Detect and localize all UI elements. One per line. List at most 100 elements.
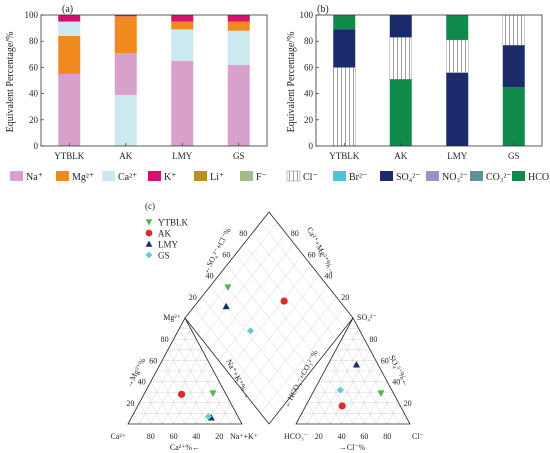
panel-a-bar-lmy-seg-4 bbox=[171, 29, 194, 61]
panel-b-ytick-label: 80 bbox=[304, 36, 314, 46]
panel-a-axes: YTBLK AK LMY GS 0 20 40 60 80 100 bbox=[25, 10, 268, 161]
grid-line bbox=[364, 381, 388, 425]
point-anion-ak bbox=[338, 402, 346, 410]
tick-cl: 60 bbox=[360, 432, 368, 441]
panel-c: (c) 20 20 20 20 20 20 40 40 40 40 40 40 60 60 60 60 60 60… bbox=[110, 201, 423, 452]
legend-label-0: Na⁺ bbox=[26, 172, 43, 183]
legend-swatch-1 bbox=[56, 171, 69, 181]
legend-label-ak: AK bbox=[158, 229, 171, 239]
grid-line bbox=[312, 392, 331, 425]
point-cation-ak bbox=[177, 390, 186, 398]
vertex-so4: SO₄²⁻ bbox=[357, 313, 377, 322]
panel-b-bar-ak-seg-4 bbox=[389, 15, 412, 38]
grid-line bbox=[318, 381, 342, 425]
panel-b-xtick-label: GS bbox=[508, 151, 520, 161]
grid-line bbox=[139, 402, 151, 425]
panel-b-bar-gs-seg-2 bbox=[502, 45, 525, 88]
legend-label-1: Mg²⁺ bbox=[72, 172, 94, 183]
legend-label-6: Cl⁻ bbox=[303, 172, 318, 183]
legend-swatch-9 bbox=[426, 171, 439, 181]
panel-b-ytick-label: 60 bbox=[304, 62, 314, 72]
vertex-hco3: HCO₃⁻ bbox=[284, 432, 308, 441]
panel-b-ylabel: Equivalent Percentage/% bbox=[286, 32, 297, 133]
panel-a-bar-ytblk-seg-3 bbox=[58, 35, 81, 74]
legend-label-9: NO₃²⁻ bbox=[442, 172, 468, 183]
panel-b-bars bbox=[333, 14, 525, 147]
panel-a-bar-ak-seg-3 bbox=[114, 16, 137, 53]
grid-line bbox=[387, 402, 399, 425]
tick-cl: 80 bbox=[383, 432, 391, 441]
cation-triangle bbox=[127, 317, 243, 425]
tick-ca: 60 bbox=[170, 432, 178, 441]
legend-label-4: Li⁺ bbox=[210, 172, 224, 183]
ion-legend: Na⁺ Mg²⁺ Ca²⁺ K⁺ Li⁺ F⁻ Cl⁻ Br²⁻ SO₄²⁻ NO₃²⁻ CO₃²⁻… bbox=[10, 170, 550, 183]
panel-b-bar-ak-seg-0 bbox=[389, 79, 412, 146]
tick-ca-mg: 40 bbox=[324, 272, 332, 281]
anion-triangle bbox=[295, 317, 411, 425]
point-cation-gs bbox=[204, 412, 212, 421]
grid-line bbox=[375, 392, 394, 425]
axis-label-cl: →Cl⁻% bbox=[339, 443, 366, 452]
panel-a-ytick-label: 100 bbox=[25, 10, 39, 20]
legend-marker-ytblk bbox=[145, 219, 153, 226]
tick-mg: 20 bbox=[126, 399, 134, 408]
grid-line bbox=[347, 328, 399, 425]
legend-label-2: Ca²⁺ bbox=[118, 172, 137, 183]
legend-swatch-10 bbox=[470, 171, 483, 181]
grid-line bbox=[243, 286, 328, 393]
grid-line bbox=[330, 349, 371, 425]
point-anion-lmy bbox=[352, 361, 361, 368]
panel-a-label: (a) bbox=[62, 4, 73, 15]
tick-mg: 60 bbox=[149, 356, 157, 365]
tick-ca: 40 bbox=[192, 432, 200, 441]
legend-label-ytblk: YTBLK bbox=[158, 218, 188, 228]
panel-a-bar-gs-seg-4 bbox=[227, 30, 250, 65]
legend-swatch-0 bbox=[10, 171, 23, 181]
legend-label-10: CO₃²⁻ bbox=[486, 172, 512, 183]
grid-line bbox=[156, 370, 186, 425]
grid-line bbox=[307, 402, 319, 425]
tick-so4-cl: 20 bbox=[189, 293, 197, 302]
panel-a-bar-ak-seg-6 bbox=[114, 15, 137, 17]
panel-b-bar-lmy-seg-5 bbox=[446, 15, 469, 40]
panel-a-xtick-label: AK bbox=[119, 151, 132, 161]
legend-label-gs: GS bbox=[158, 251, 170, 261]
legend-marker-ak bbox=[145, 229, 153, 237]
grid-line bbox=[230, 413, 237, 425]
grid-line bbox=[235, 254, 320, 361]
legend-swatch-6 bbox=[286, 170, 301, 182]
grid-line bbox=[179, 328, 231, 425]
panel-b-bar-gs-seg-3 bbox=[502, 14, 525, 46]
tick-so4: 20 bbox=[404, 399, 412, 408]
panel-a-ytick-label: 80 bbox=[29, 36, 39, 46]
tick-ca-mg: 60 bbox=[308, 250, 316, 259]
grid-line bbox=[139, 328, 191, 425]
point-diamond-ak bbox=[280, 297, 288, 305]
panel-a-bars bbox=[58, 15, 250, 146]
grid-line bbox=[252, 233, 337, 340]
point-anion-ytblk bbox=[377, 390, 385, 397]
grid-line bbox=[184, 370, 214, 425]
panel-a-bar-ytblk-seg-4 bbox=[58, 21, 81, 36]
tick-so4-cl: 60 bbox=[222, 250, 230, 259]
panel-a: (a) Equivalent Percentage/% YTBLK AK LMY GS… bbox=[5, 4, 268, 161]
grid-line bbox=[226, 264, 312, 372]
tick-cl: 40 bbox=[338, 432, 346, 441]
legend-swatch-4 bbox=[194, 171, 207, 181]
grid-line bbox=[144, 392, 163, 425]
legend-marker-lmy bbox=[145, 240, 153, 247]
piper-points bbox=[177, 284, 385, 421]
panel-a-ylabel: Equivalent Percentage/% bbox=[5, 32, 16, 133]
panel-a-bar-ak-seg-1 bbox=[114, 94, 137, 146]
vertex-mg: Mg²⁺ bbox=[163, 313, 181, 322]
panel-a-bar-gs-seg-5 bbox=[227, 21, 250, 31]
panel-b-ytick-label: 20 bbox=[304, 115, 314, 125]
grid-line bbox=[301, 413, 308, 425]
panel-a-bar-gs-seg-0 bbox=[227, 64, 250, 146]
piper-grid bbox=[133, 222, 405, 425]
point-diamond-lmy bbox=[222, 302, 230, 310]
tick-so4: 60 bbox=[381, 356, 389, 365]
panel-b-bar-ytblk-seg-1 bbox=[333, 67, 356, 147]
panel-a-bar-gs-seg-6 bbox=[227, 15, 250, 22]
point-diamond-ytblk bbox=[224, 284, 232, 291]
